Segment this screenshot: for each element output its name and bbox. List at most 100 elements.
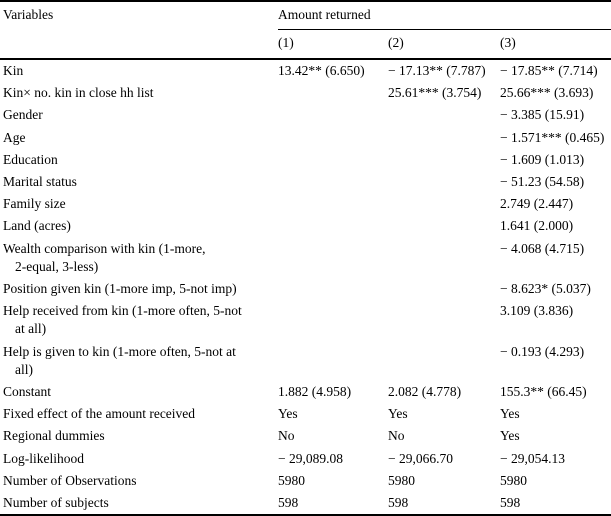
table-row: Help received from kin (1-more often, 5-… (0, 300, 611, 340)
model-1-value (278, 127, 388, 149)
table-row: Family size 2.749 (2.447) (0, 193, 611, 215)
model-3-value: − 17.85** (7.714) (500, 63, 598, 78)
model-1-value (278, 300, 388, 340)
model-1-value: 13.42** (6.650) (278, 63, 365, 78)
model-2-value (388, 341, 500, 381)
variable-label: Land (acres) (3, 218, 71, 234)
model-3-value: Yes (500, 428, 520, 444)
model-1-value (278, 238, 388, 278)
variable-label: Fixed effect of the amount received (3, 406, 196, 422)
model-3-value: 155.3** (66.45) (500, 384, 587, 400)
model-3-value: 2.749 (2.447) (500, 196, 574, 212)
variable-label: Position given kin (1-more imp, 5-not im… (3, 281, 237, 297)
table-row: Regional dummies No No Yes (0, 425, 611, 447)
model-2-value: 25.61*** (3.754) (388, 85, 482, 101)
model-2-column-header: (2) (388, 29, 500, 60)
model-1-value (278, 193, 388, 215)
model-1-value: − 29,089.08 (278, 450, 343, 466)
variable-label: Help received from kin (1-more often, 5-… (3, 303, 242, 337)
model-2-value (388, 171, 500, 193)
model-2-value (388, 215, 500, 237)
variable-label: Log-likelihood (3, 450, 84, 466)
model-1-value (278, 341, 388, 381)
variable-label: Education (3, 151, 58, 167)
model-3-value: − 3.385 (15.91) (500, 107, 585, 123)
model-2-value: Yes (388, 406, 408, 422)
model-3-value: − 1.571*** (0.465) (500, 129, 605, 145)
table-row: Help is given to kin (1-more often, 5-no… (0, 341, 611, 381)
model-1-value (278, 104, 388, 126)
header-row-top: Variables Amount returned (0, 1, 611, 30)
table-row: Constant 1.882 (4.958) 2.082 (4.778) 155… (0, 381, 611, 403)
model-2-value: − 29,066.70 (388, 450, 453, 466)
variables-column-header: Variables (3, 7, 54, 22)
model-3-value: − 0.193 (4.293) (500, 343, 585, 359)
model-3-value: 25.66*** (3.693) (500, 85, 594, 101)
model-3-value: 5980 (500, 472, 527, 488)
model-2-value: 2.082 (4.778) (388, 384, 462, 400)
model-3-value: − 51.23 (54.58) (500, 174, 585, 190)
model-1-value (278, 82, 388, 104)
table-row: Education − 1.609 (1.013) (0, 149, 611, 171)
model-2-value (388, 238, 500, 278)
model-1-value: No (278, 428, 295, 444)
model-3-value: − 29,054.13 (500, 450, 565, 466)
model-1-value (278, 278, 388, 300)
model-3-value: 1.641 (2.000) (500, 218, 574, 234)
model-1-column-header: (1) (278, 29, 388, 60)
table-row: Fixed effect of the amount received Yes … (0, 403, 611, 425)
table-row: Gender − 3.385 (15.91) (0, 104, 611, 126)
model-2-value (388, 193, 500, 215)
model-1-value: Yes (278, 406, 298, 422)
table-row: Wealth comparison with kin (1-more, 2-eq… (0, 238, 611, 278)
model-2-value: 5980 (388, 472, 415, 488)
amount-returned-span-header: Amount returned (278, 1, 611, 30)
model-3-value: 598 (500, 495, 521, 511)
model-3-value: − 1.609 (1.013) (500, 151, 585, 167)
table-row: Kin 13.42** (6.650) − 17.13** (7.787) − … (0, 59, 611, 82)
model-1-value: 598 (278, 495, 299, 511)
model-2-value (388, 149, 500, 171)
model-2-value (388, 104, 500, 126)
model-2-value: No (388, 428, 405, 444)
variable-label: Gender (3, 107, 43, 123)
variable-label: Constant (3, 384, 52, 400)
model-2-value (388, 300, 500, 340)
table-row: Marital status − 51.23 (54.58) (0, 171, 611, 193)
model-3-value: − 8.623* (5.037) (500, 281, 591, 297)
model-1-value: 5980 (278, 472, 305, 488)
model-2-value (388, 127, 500, 149)
variable-label: Kin (3, 63, 24, 78)
variable-label: Wealth comparison with kin (1-more, 2-eq… (3, 240, 206, 274)
model-3-value: Yes (500, 406, 520, 422)
model-2-value: − 17.13** (7.787) (388, 63, 486, 78)
table-row: Age − 1.571*** (0.465) (0, 127, 611, 149)
variable-label: Number of Observations (3, 472, 137, 488)
variable-label: Family size (3, 196, 66, 212)
table-row: Number of Observations 5980 5980 5980 (0, 470, 611, 492)
model-3-column-header: (3) (500, 29, 611, 60)
table-row: Position given kin (1-more imp, 5-not im… (0, 278, 611, 300)
model-1-value: 1.882 (4.958) (278, 384, 352, 400)
variable-label: Help is given to kin (1-more often, 5-no… (3, 343, 236, 377)
table-row: Log-likelihood − 29,089.08 − 29,066.70 −… (0, 448, 611, 470)
variable-label: Age (3, 129, 26, 145)
model-1-value (278, 215, 388, 237)
table-body: Kin 13.42** (6.650) − 17.13** (7.787) − … (0, 59, 611, 515)
model-3-value: − 4.068 (4.715) (500, 240, 585, 256)
model-2-value (388, 278, 500, 300)
table-header: Variables Amount returned (1) (2) (3) (0, 1, 611, 60)
table-row: Number of subjects 598 598 598 (0, 492, 611, 515)
variable-label: Kin× no. kin in close hh list (3, 85, 154, 101)
table-row: Land (acres) 1.641 (2.000) (0, 215, 611, 237)
variable-label: Regional dummies (3, 428, 105, 444)
empty-header-cell (0, 29, 278, 60)
variable-label: Marital status (3, 174, 77, 190)
model-1-value (278, 149, 388, 171)
model-2-value: 598 (388, 495, 409, 511)
header-row-models: (1) (2) (3) (0, 29, 611, 60)
variable-label: Number of subjects (3, 495, 109, 511)
table-row: Kin× no. kin in close hh list 25.61*** (… (0, 82, 611, 104)
